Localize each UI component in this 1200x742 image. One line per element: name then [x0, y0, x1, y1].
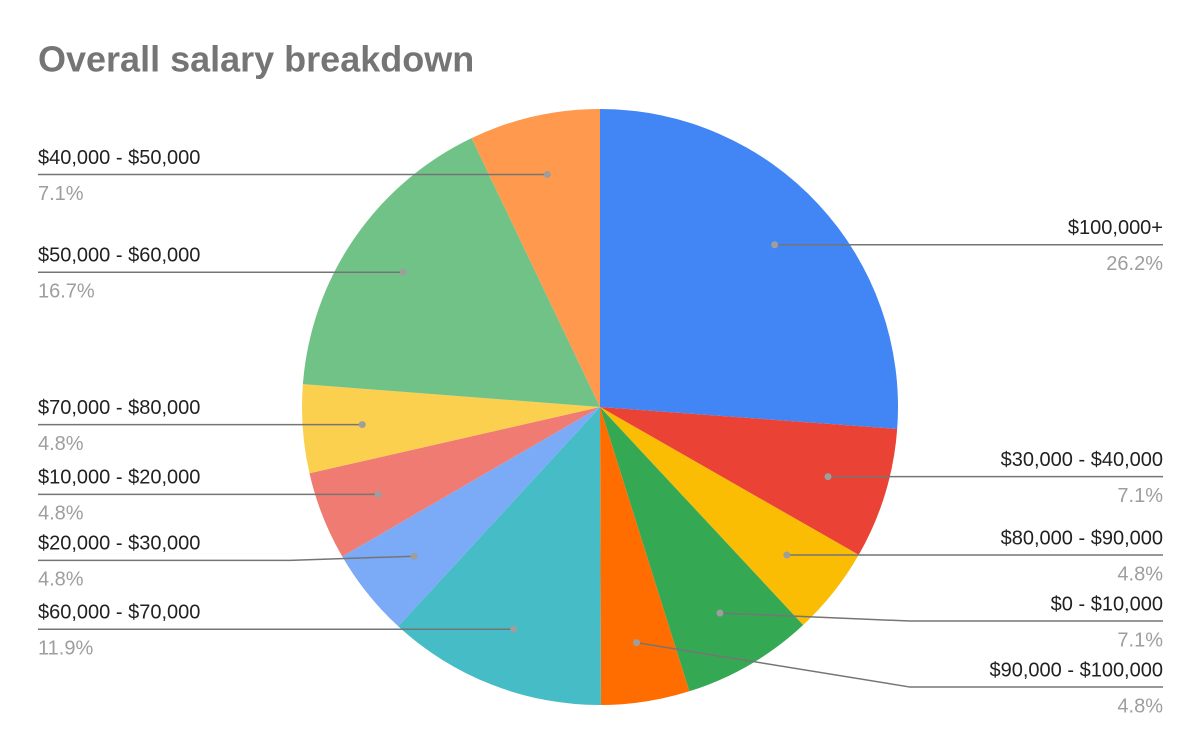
pie-slice	[471, 109, 600, 407]
leader-dot	[783, 551, 791, 559]
leader-line	[38, 555, 415, 562]
pie-slice	[309, 407, 600, 557]
slice-label: $10,000 - $20,000	[38, 467, 200, 489]
slice-label: $50,000 - $60,000	[38, 244, 200, 266]
leader-dot	[358, 421, 366, 429]
leader-dot	[716, 609, 724, 617]
pie-slice	[600, 407, 859, 626]
slice-label: $70,000 - $80,000	[38, 397, 200, 419]
pie-slice	[398, 407, 601, 705]
leader-dot	[543, 170, 551, 178]
slice-percent: 4.8%	[38, 569, 84, 591]
pie-slice	[302, 384, 600, 474]
pie-slice	[600, 407, 898, 555]
leader-line	[719, 612, 1163, 622]
leader-dot	[510, 625, 518, 633]
slice-percent: 7.1%	[1117, 485, 1163, 507]
slice-label: $0 - $10,000	[1051, 593, 1163, 615]
slice-percent: 4.8%	[38, 433, 84, 455]
leader-dot	[633, 639, 641, 647]
leader-dot	[399, 268, 407, 276]
slice-percent: 7.1%	[38, 183, 84, 205]
leader-dot	[771, 241, 779, 249]
pie-slice	[342, 407, 600, 627]
slice-label: $60,000 - $70,000	[38, 602, 200, 624]
slice-label: $30,000 - $40,000	[1001, 449, 1163, 471]
slice-percent: 16.7%	[38, 280, 95, 302]
leader-line	[636, 641, 1163, 688]
chart-title: Overall salary breakdown	[38, 39, 474, 80]
pie-slice	[600, 407, 690, 705]
slice-percent: 7.1%	[1117, 629, 1163, 651]
leader-dot	[824, 473, 832, 481]
slice-label: $40,000 - $50,000	[38, 147, 200, 169]
slice-label: $20,000 - $30,000	[38, 533, 200, 555]
leader-dot	[374, 490, 382, 498]
pie-slice	[600, 109, 899, 429]
pie-slice	[600, 407, 804, 692]
slice-label: $100,000+	[1068, 217, 1163, 239]
pie-slice	[302, 138, 600, 407]
slice-percent: 4.8%	[1117, 695, 1163, 717]
slice-percent: 4.8%	[38, 503, 84, 525]
slice-label: $80,000 - $90,000	[1001, 527, 1163, 549]
leader-dot	[410, 552, 418, 560]
slice-percent: 11.9%	[38, 638, 93, 660]
slice-percent: 4.8%	[1117, 563, 1163, 585]
slice-percent: 26.2%	[1106, 253, 1163, 275]
slice-label: $90,000 - $100,000	[990, 659, 1164, 681]
